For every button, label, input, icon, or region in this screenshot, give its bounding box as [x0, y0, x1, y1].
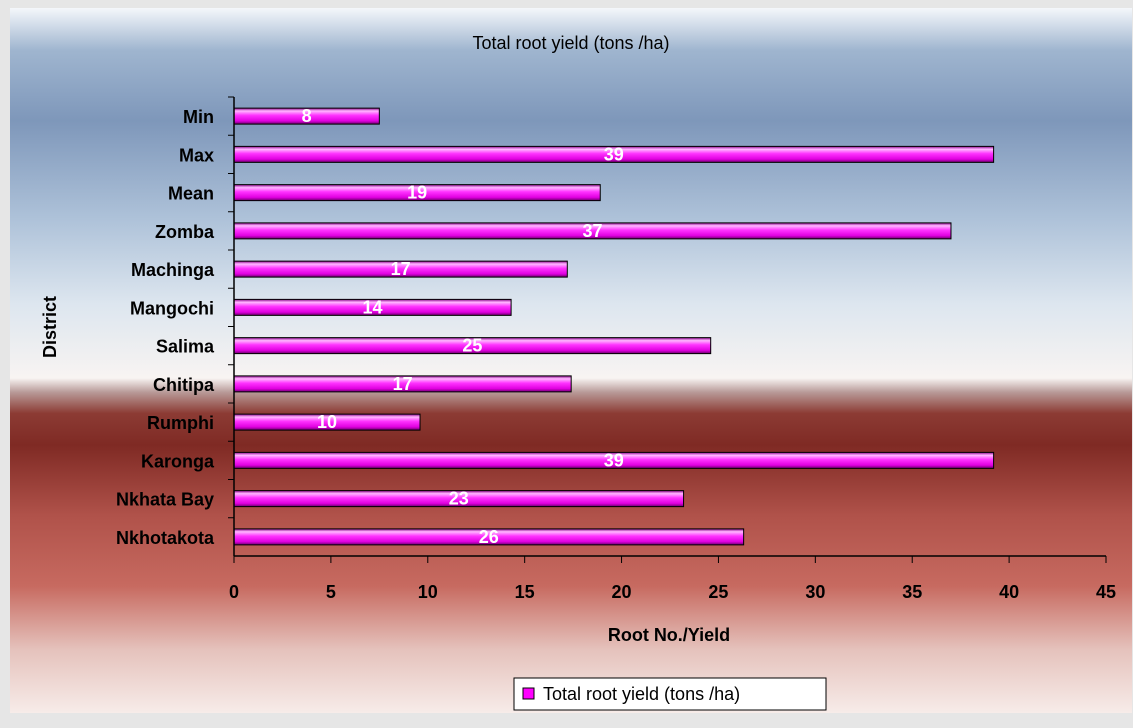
x-tick-label: 0: [229, 582, 239, 602]
data-label: 39: [604, 450, 624, 470]
y-axis-title: District: [40, 296, 60, 358]
data-label: 39: [604, 144, 624, 164]
category-label: Nkhata Bay: [116, 490, 214, 510]
legend: Total root yield (tons /ha): [513, 677, 827, 711]
data-label: 17: [391, 259, 411, 279]
data-label: 25: [462, 336, 482, 356]
x-tick-label: 30: [805, 582, 825, 602]
x-tick-label: 15: [515, 582, 535, 602]
category-label: Rumphi: [147, 413, 214, 433]
category-label: Karonga: [141, 451, 215, 471]
legend-box: [513, 677, 827, 711]
data-label: 26: [479, 527, 499, 547]
chart-background: [10, 8, 1132, 713]
category-label: Zomba: [155, 222, 215, 242]
x-axis-title: Root No./Yield: [608, 625, 730, 645]
category-label: Min: [183, 107, 214, 127]
category-labels: Min Max Mean Zomba Machinga Mangochi Salima Chi…: [116, 96, 234, 548]
chart-title: Total root yield (tons /ha): [472, 33, 669, 53]
data-label: 37: [582, 221, 602, 241]
category-label: Nkhotakota: [116, 528, 215, 548]
category-label: Mean: [168, 184, 214, 204]
category-label: Machinga: [131, 260, 215, 280]
x-tick-label: 45: [1096, 582, 1116, 602]
x-tick-label: 25: [708, 582, 728, 602]
data-labels: 8 39 19 37 17 14 25 17 10 39 23 26: [302, 106, 624, 547]
data-label: 19: [407, 183, 427, 203]
x-tick-label: 20: [612, 582, 632, 602]
category-label: Salima: [156, 337, 215, 357]
category-label: Mangochi: [130, 298, 214, 318]
data-label: 17: [393, 374, 413, 394]
x-tick-label: 10: [418, 582, 438, 602]
category-label: Max: [179, 145, 214, 165]
x-tick-label: 40: [999, 582, 1019, 602]
x-tick-label: 5: [326, 582, 336, 602]
x-axis-ticks: 0 5 10 15 20 25 30 35 40 45: [229, 556, 1116, 602]
category-label: Chitipa: [153, 375, 215, 395]
legend-label: Total root yield (tons /ha): [543, 684, 740, 704]
data-label: 10: [317, 412, 337, 432]
data-label: 23: [449, 489, 469, 509]
x-tick-label: 35: [902, 582, 922, 602]
data-label: 14: [363, 297, 383, 317]
data-label: 8: [302, 106, 312, 126]
legend-swatch: [522, 687, 535, 700]
